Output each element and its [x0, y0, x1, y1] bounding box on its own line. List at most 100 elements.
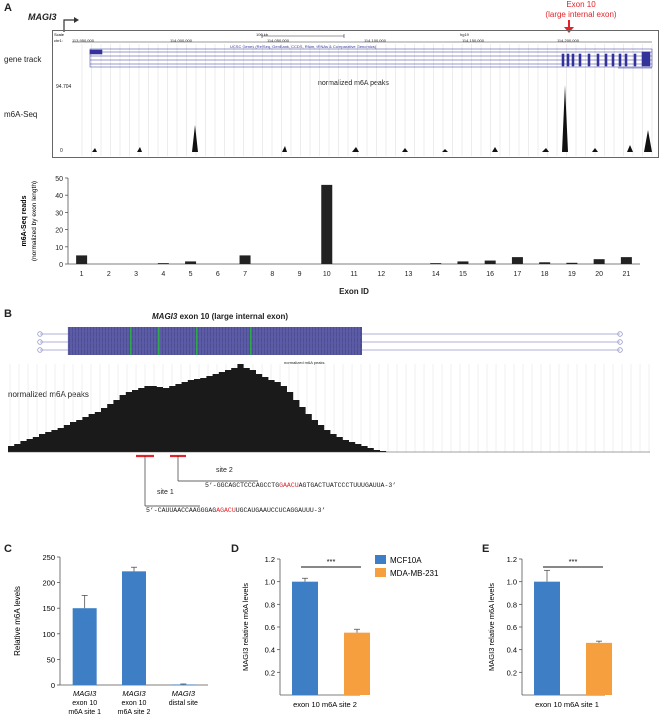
exon10-callout-line1: Exon 10	[566, 0, 596, 9]
a-xtick-label: 19	[568, 271, 576, 278]
panel-letter-b: B	[4, 308, 12, 320]
c-ytick-label: 250	[42, 553, 55, 562]
d-ytick-label: 1.0	[265, 578, 275, 587]
coord-3: 114,050,000	[267, 38, 289, 43]
site2-seq-pre: 5’-GGCAGCTCCCAGCCTG	[205, 482, 280, 489]
c-ytick-label: 200	[42, 579, 55, 588]
d-ytick-label: 1.2	[265, 555, 275, 564]
c-xtick-gene: MAGI3	[73, 689, 97, 698]
e-ylabel: MAGI3 relative m6A levels	[487, 583, 496, 671]
a-xtick-label: 21	[622, 271, 630, 278]
gene-models	[89, 48, 653, 69]
coord-5: 114,150,000	[462, 38, 484, 43]
a-ytick-label: 0	[59, 262, 63, 269]
site2-label: site 2	[216, 467, 233, 474]
a-xtick-label: 1	[80, 271, 84, 278]
site2-seq-motif: GAACU	[279, 482, 299, 489]
a-bar	[76, 255, 88, 264]
panel-b-peak-label: normalized m6A peaks	[8, 390, 89, 399]
track-ymax: 94.704	[56, 84, 72, 90]
a-ylabel2: (normalized by exon length)	[31, 181, 38, 261]
chart-d: 0.2 0.4 0.6 0.8 1.0 1.2 *** exon 10 m6A site 2 M…	[241, 555, 439, 709]
c-xtick-gene: MAGI3	[122, 689, 146, 698]
exon10-green-mark	[158, 327, 160, 355]
a-bar	[239, 255, 251, 264]
d-xlabel: exon 10 m6A site 2	[293, 700, 357, 709]
a-xtick-label: 13	[405, 271, 413, 278]
a-bar	[566, 262, 578, 264]
a-bar	[620, 257, 632, 264]
a-bar	[185, 261, 197, 264]
panel-b-title-gene: MAGI3	[152, 312, 178, 321]
a-ylabel: m6A-Seq reads	[21, 195, 28, 246]
d-ytick-label: 0.8	[265, 600, 275, 609]
exon10-green-mark	[196, 327, 198, 355]
e-ytick-label: 1.2	[507, 555, 517, 564]
a-ytick-label: 30	[55, 210, 63, 217]
panel-b-mini-title: normalized m6A peaks	[284, 360, 325, 365]
gene-track-label: gene track	[4, 55, 42, 64]
e-ytick-label: 0.2	[507, 668, 517, 677]
ucsc-track-label: UCSC Genes (RefSeq, GenBank, CCDS, Rfam,…	[230, 44, 377, 49]
gene-label: MAGI3	[28, 12, 57, 22]
e-bar	[586, 642, 612, 695]
e-ytick-label: 1.0	[507, 578, 517, 587]
e-ytick-label: 0.4	[507, 646, 517, 655]
exon10-callout: Exon 10 (large internal exon)	[536, 0, 626, 20]
d-legend-label: MDA-MB-231	[390, 569, 439, 578]
e-sig-stars: ***	[569, 557, 578, 566]
a-xtick-label: 12	[377, 271, 385, 278]
panel-letter-e: E	[482, 543, 490, 555]
a-bar	[157, 263, 169, 264]
c-bar	[171, 684, 196, 685]
c-ylabel: Relative m6A levels	[13, 586, 22, 656]
browser-chr-label: chr1:	[54, 38, 63, 43]
m6a-signal	[57, 85, 652, 152]
a-xtick-label: 6	[216, 271, 220, 278]
site1-seq-motif: AGACU	[216, 507, 236, 514]
a-xtick-label: 8	[270, 271, 274, 278]
a-bar	[511, 257, 523, 264]
exon10-detail-svg	[8, 327, 650, 507]
a-xtick-label: 9	[298, 271, 302, 278]
c-ytick-label: 100	[42, 630, 55, 639]
site1-sequence: 5’-CAUUAACCAAGGGAGAGACUUGCAUGAAUCCUCAGGA…	[146, 507, 325, 514]
tss-arrow-icon	[63, 17, 79, 32]
a-xtick-label: 10	[323, 271, 331, 278]
a-bar	[484, 260, 496, 264]
d-sig-stars: ***	[327, 557, 336, 566]
a-ytick-label: 50	[55, 176, 63, 183]
coord-2: 114,000,000	[170, 38, 192, 43]
track-ymin: 0	[60, 148, 63, 154]
e-ytick-label: 0.8	[507, 600, 517, 609]
c-xtick-gene: MAGI3	[172, 689, 196, 698]
coord-4: 114,100,000	[364, 38, 386, 43]
a-xtick-label: 15	[459, 271, 467, 278]
exon10-green-mark	[130, 327, 132, 355]
d-legend-swatch	[375, 555, 386, 564]
d-legend-label: MCF10A	[390, 556, 422, 565]
a-bar	[321, 184, 333, 264]
d-bar	[344, 632, 370, 695]
a-xtick-label: 16	[486, 271, 494, 278]
c-xtick-l3: m6A site 2	[118, 709, 151, 716]
d-ytick-label: 0.6	[265, 623, 275, 632]
a-xtick-label: 18	[541, 271, 549, 278]
e-ytick-label: 0.6	[507, 623, 517, 632]
exon10-hatch	[67, 327, 360, 355]
exon10-end	[37, 347, 43, 353]
exon10-end	[37, 331, 43, 337]
site2-seq-post: AGTGACTUATCCCTUUUGAUUA-3’	[298, 482, 397, 489]
genome-browser-svg	[57, 34, 653, 156]
c-xtick-l3: m6A site 1	[68, 709, 101, 716]
browser-assembly: hg19	[460, 32, 469, 37]
peaks-title-a: normalized m6A peaks	[318, 80, 389, 87]
d-bar	[292, 581, 318, 695]
coord-1: 113,950,000	[72, 38, 94, 43]
e-bar	[534, 581, 560, 695]
a-bar	[593, 259, 605, 264]
c-ytick-label: 0	[51, 681, 55, 690]
a-xtick-label: 4	[161, 271, 165, 278]
a-xlabel: Exon ID	[339, 287, 369, 296]
